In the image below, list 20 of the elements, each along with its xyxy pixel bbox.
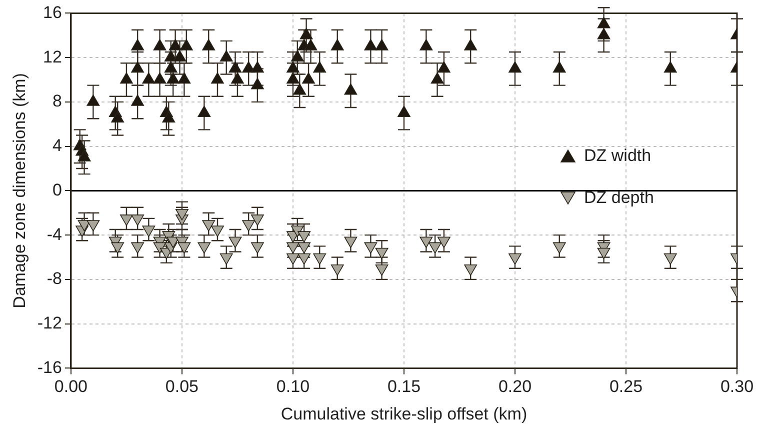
y-tick-label: 8 — [52, 92, 62, 111]
x-tick-label: 0.15 — [387, 377, 421, 396]
legend-label: DZ depth — [584, 188, 654, 208]
y-axis-title: Damage zone dimensions (km) — [10, 73, 29, 308]
y-tick-label: -4 — [46, 224, 62, 244]
y-tick-label: -12 — [37, 314, 62, 333]
y-tick-label: -8 — [46, 269, 62, 288]
x-axis-title: Cumulative strike-slip offset (km) — [280, 404, 528, 424]
y-tick-label: 4 — [52, 136, 62, 156]
y-tick-label: 16 — [43, 2, 62, 22]
x-tick-label: 0.25 — [609, 377, 643, 396]
x-tick-label: 0.05 — [165, 377, 199, 396]
legend-label: DZ width — [584, 146, 652, 166]
x-tick-label: 0.00 — [54, 377, 88, 396]
y-tick-label: 0 — [52, 180, 62, 200]
x-tick-label: 0.30 — [720, 377, 754, 396]
x-tick-label: 0.20 — [498, 377, 532, 396]
y-tick-label: -16 — [37, 358, 62, 377]
x-tick-label: 0.10 — [276, 377, 310, 396]
y-tick-label: 12 — [43, 47, 62, 66]
